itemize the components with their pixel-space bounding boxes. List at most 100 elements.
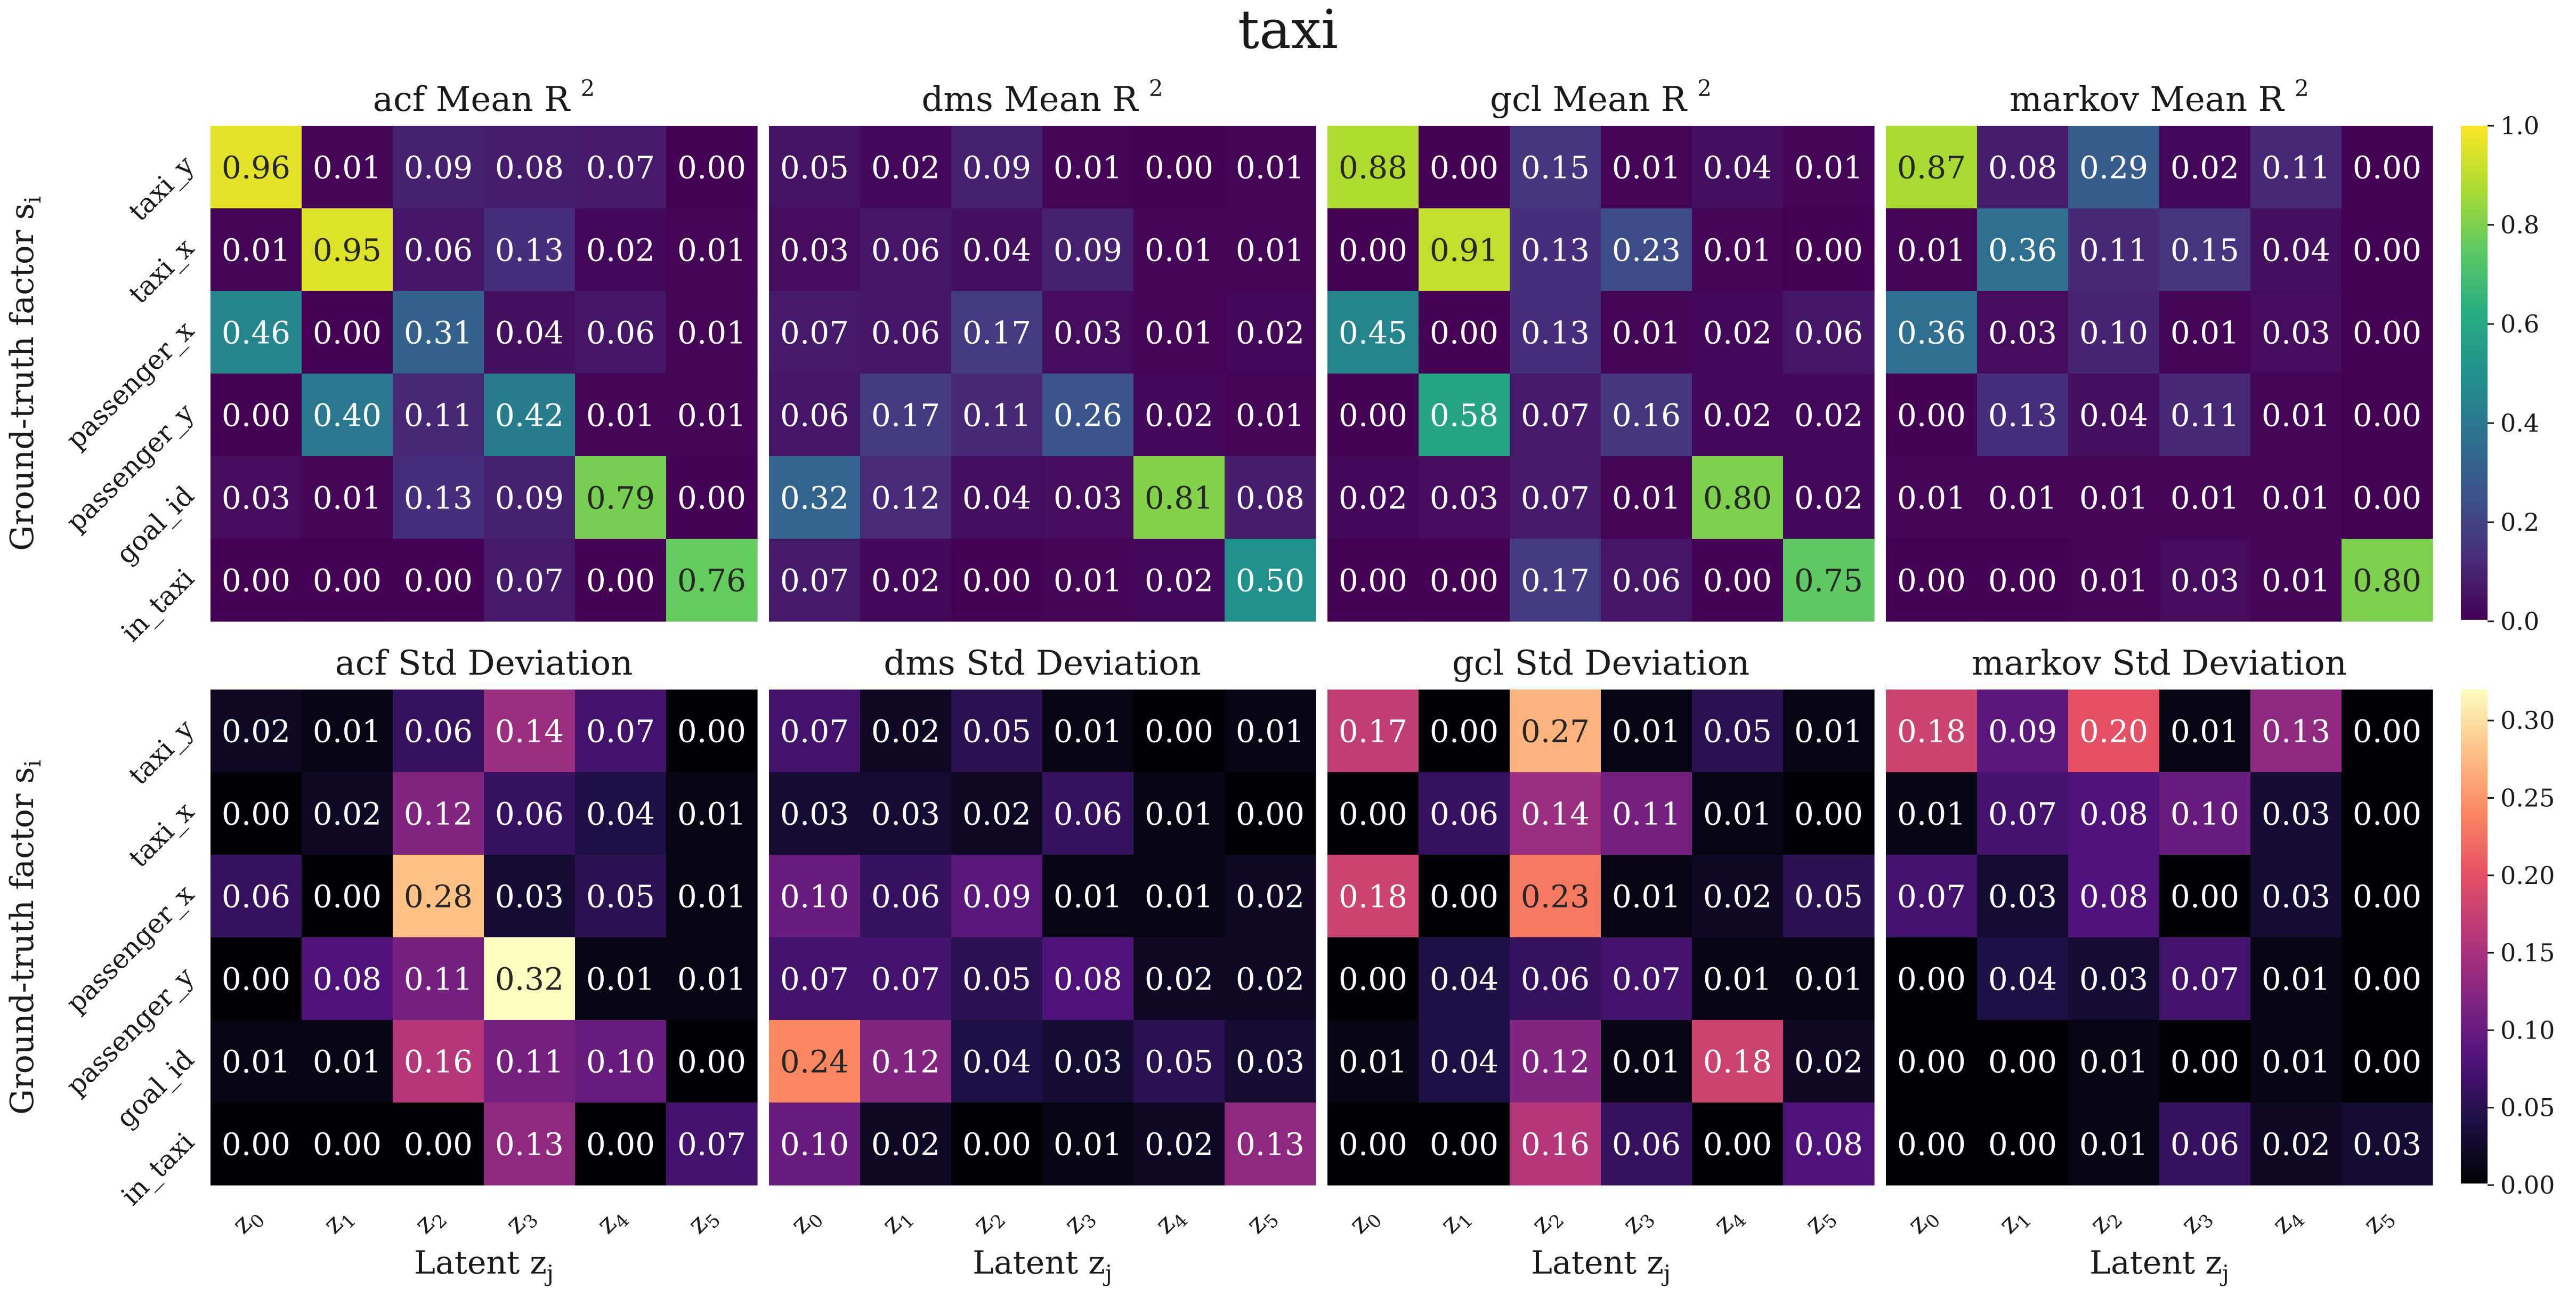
colorbar-tick-label: 0.20 xyxy=(2500,861,2555,890)
heatmap-cell xyxy=(860,1103,952,1186)
heatmap-cell xyxy=(1133,539,1225,622)
heatmap-cell xyxy=(1886,208,1978,291)
heatmap-cell xyxy=(1783,539,1875,622)
heatmap-cell xyxy=(666,291,758,374)
cell-value: 0.00 xyxy=(222,796,290,832)
cell-value: 0.03 xyxy=(1430,480,1498,516)
heatmap-cell xyxy=(210,937,302,1020)
cell-value: 0.07 xyxy=(586,150,655,186)
cell-value: 0.26 xyxy=(1054,398,1122,434)
cell-value: 0.00 xyxy=(222,398,290,434)
heatmap-cell xyxy=(1601,1103,1692,1186)
cell-value: 0.10 xyxy=(2170,796,2239,832)
heatmap-cell xyxy=(1692,456,1784,539)
heatmap-cell xyxy=(575,456,667,539)
heatmap-cell xyxy=(2159,937,2251,1020)
cell-value: 0.16 xyxy=(1612,398,1681,434)
cell-value: 0.11 xyxy=(404,961,473,998)
heatmap-cell xyxy=(1977,208,2069,291)
col-label: z2 xyxy=(2084,1199,2127,1243)
cell-value: 0.06 xyxy=(1521,961,1590,998)
cell-value: 0.16 xyxy=(1521,1126,1590,1163)
cell-value: 0.01 xyxy=(1145,232,1213,269)
cell-value: 0.01 xyxy=(677,961,746,998)
heatmap-cell xyxy=(393,456,484,539)
heatmap-cell xyxy=(1133,855,1225,938)
cell-value: 0.00 xyxy=(1430,563,1498,599)
heatmap-cell xyxy=(1042,1020,1134,1103)
cell-value: 0.31 xyxy=(404,315,473,351)
cell-value: 0.16 xyxy=(404,1044,473,1080)
cell-value: 0.03 xyxy=(1988,315,2057,351)
heatmap-cell xyxy=(2342,1103,2433,1186)
cell-value: 0.08 xyxy=(1988,150,2057,186)
cell-value: 0.01 xyxy=(2170,480,2239,516)
cell-value: 0.01 xyxy=(2262,480,2330,516)
heatmap-cell xyxy=(393,208,484,291)
cell-value: 0.01 xyxy=(313,1044,382,1080)
heatmap-cell xyxy=(769,855,861,938)
cell-value: 0.06 xyxy=(1794,315,1863,351)
cell-value: 0.01 xyxy=(222,1044,290,1080)
cell-value: 0.00 xyxy=(404,563,473,599)
cell-value: 0.07 xyxy=(871,961,940,998)
cell-value: 0.01 xyxy=(586,398,655,434)
heatmap-cell xyxy=(1886,456,1978,539)
heatmap-cell xyxy=(393,855,484,938)
cell-value: 0.18 xyxy=(1339,879,1407,915)
heatmap-cell xyxy=(1133,126,1225,209)
heatmap-cell xyxy=(1977,1103,2069,1186)
heatmap-cell xyxy=(1977,456,2069,539)
heatmap-cell xyxy=(2159,374,2251,457)
cell-value: 0.01 xyxy=(1054,150,1122,186)
cell-value: 0.01 xyxy=(1703,961,1772,998)
cell-value: 0.06 xyxy=(404,714,473,750)
cell-value: 0.07 xyxy=(586,714,655,750)
cell-value: 0.03 xyxy=(2353,1126,2421,1163)
cell-value: 0.02 xyxy=(2262,1126,2330,1163)
cell-value: 0.01 xyxy=(1988,480,2057,516)
cell-value: 0.00 xyxy=(222,1126,290,1163)
heatmap-cell xyxy=(1692,291,1784,374)
heatmap-cell xyxy=(1601,374,1692,457)
cell-value: 0.00 xyxy=(1897,398,1966,434)
cell-value: 0.18 xyxy=(1703,1044,1772,1080)
cell-value: 0.01 xyxy=(1612,315,1681,351)
cell-value: 0.03 xyxy=(1054,1044,1122,1080)
heatmap-cell xyxy=(2159,291,2251,374)
heatmap-cell xyxy=(484,690,576,773)
cell-value: 0.01 xyxy=(1339,1044,1407,1080)
panel-title-text: gcl Mean R xyxy=(1490,80,1697,119)
cell-value: 0.01 xyxy=(2079,1044,2148,1080)
heatmap-cell xyxy=(1977,126,2069,209)
heatmap-cell xyxy=(1225,374,1316,457)
cell-value: 0.07 xyxy=(1612,961,1681,998)
cell-value: 0.91 xyxy=(1430,232,1498,269)
heatmap-cell xyxy=(1327,772,1419,855)
heatmap-3: markov Mean R 2 0.87 0.08 0.29 0.02 0.11 0.00 0… xyxy=(1886,75,2433,622)
heatmap-cell xyxy=(484,126,576,209)
heatmap-cell xyxy=(666,539,758,622)
cell-value: 0.01 xyxy=(677,879,746,915)
heatmap-cell xyxy=(1977,855,2069,938)
heatmap-cell xyxy=(210,539,302,622)
heatmap-cell xyxy=(860,456,952,539)
heatmap-cell xyxy=(2250,456,2342,539)
heatmap-cell xyxy=(210,1020,302,1103)
heatmap-cell xyxy=(2342,291,2433,374)
cell-value: 0.00 xyxy=(1897,1126,1966,1163)
col-label: z3 xyxy=(499,1199,542,1243)
cell-value: 0.00 xyxy=(1794,232,1863,269)
heatmap-cell xyxy=(1510,855,1601,938)
cell-value: 0.03 xyxy=(780,796,849,832)
heatmap-cell xyxy=(484,208,576,291)
heatmap-cell xyxy=(2342,690,2433,773)
cell-value: 0.01 xyxy=(1612,1044,1681,1080)
cell-value: 0.02 xyxy=(871,563,940,599)
heatmap-cell xyxy=(1692,690,1784,773)
cell-value: 0.00 xyxy=(962,563,1031,599)
cell-value: 0.05 xyxy=(1145,1044,1213,1080)
cell-value: 0.05 xyxy=(1794,879,1863,915)
cell-value: 0.00 xyxy=(1430,879,1498,915)
cell-value: 0.11 xyxy=(2079,232,2148,269)
